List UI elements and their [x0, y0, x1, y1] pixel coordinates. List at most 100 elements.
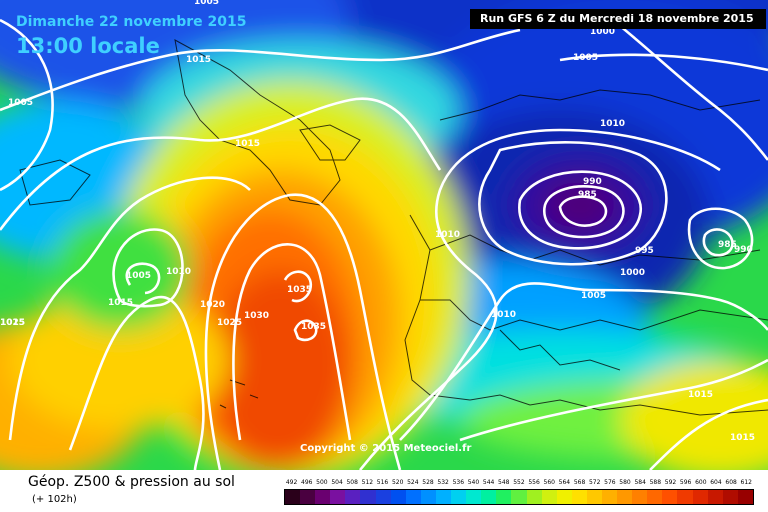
isobar-label: 1015 [108, 298, 133, 308]
legend-bar [284, 489, 754, 505]
legend-value: 528 [422, 479, 434, 486]
legend-swatch [435, 490, 452, 504]
legend-value: 584 [634, 479, 646, 486]
legend-swatch [511, 490, 527, 504]
isobar-label: 1010 [166, 267, 191, 277]
legend-value: 548 [498, 479, 510, 486]
isobar-label: 1010 [600, 119, 625, 129]
legend-value: 520 [391, 479, 404, 486]
legend-swatch [692, 490, 708, 504]
legend-swatch [677, 490, 693, 504]
legend-value: 540 [467, 479, 480, 486]
isobar-label: 1025 [217, 318, 242, 328]
isobar-label: 1000 [590, 27, 615, 37]
isobar-label: 1005 [573, 53, 598, 63]
isobar-label: 1005 [126, 271, 151, 281]
isobar-label: 1025 [0, 318, 25, 328]
isobar-label: 1035 [287, 285, 312, 295]
legend-value: 508 [346, 479, 358, 486]
legend-swatch [586, 490, 602, 504]
legend-swatch [662, 490, 678, 504]
legend-swatch [375, 490, 391, 504]
legend-value: 580 [619, 479, 631, 486]
legend-swatch [330, 490, 346, 504]
legend-value: 532 [437, 479, 449, 486]
map-title: Géop. Z500 & pression au sol [28, 474, 235, 490]
isobar-label: 1000 [620, 268, 645, 278]
color-legend: 492 496 500 504 508 512 516 520 524 528 532 536 540 5… [284, 478, 754, 508]
legend-swatch [526, 490, 542, 504]
legend-swatch [405, 490, 421, 504]
legend-value: 592 [664, 479, 677, 486]
isobar-label: 985 [578, 190, 597, 200]
legend-swatch [315, 490, 331, 504]
isobar-label: 1010 [435, 230, 460, 240]
legend-value: 596 [679, 479, 692, 486]
legend-value: 496 [301, 479, 313, 486]
isobar-label: 1020 [200, 300, 225, 310]
legend-swatch [420, 490, 436, 504]
legend-value: 536 [452, 479, 465, 486]
legend-swatch [647, 490, 663, 504]
legend-swatch [300, 490, 316, 504]
isobar-label: 1015 [235, 139, 260, 149]
legend-labels: 492 496 500 504 508 512 516 520 524 528 532 536 540 5… [284, 478, 754, 488]
legend-value: 544 [482, 479, 495, 486]
legend-swatch [285, 490, 301, 504]
legend-swatch [541, 490, 557, 504]
isobar-label: 1015 [186, 55, 211, 65]
isobar-label: 1015 [688, 390, 713, 400]
copyright-text: Copyright © 2015 Meteociel.fr [300, 443, 472, 454]
legend-swatch [360, 490, 376, 504]
legend-value: 512 [361, 479, 374, 486]
forecast-step: (+ 102h) [32, 494, 77, 505]
legend-value: 572 [588, 479, 601, 486]
legend-swatch [556, 490, 572, 504]
legend-value: 524 [407, 479, 419, 486]
legend-value: 612 [740, 479, 752, 486]
legend-swatch [451, 490, 467, 504]
isobar-label: 1005 [194, 0, 219, 7]
legend-swatch [571, 490, 587, 504]
isobar-label: 1010 [491, 310, 516, 320]
isobar-label: 985 [718, 240, 737, 250]
legend-value: 608 [725, 479, 737, 486]
legend-swatch [390, 490, 406, 504]
legend-swatch [345, 490, 361, 504]
isobar-label: 990 [583, 177, 602, 187]
legend-value: 556 [528, 479, 540, 486]
legend-swatch [496, 490, 512, 504]
isobar-label: 1005 [581, 291, 606, 301]
isobar-label: 990 [734, 245, 753, 255]
isobar-label: 1030 [244, 311, 269, 321]
legend-swatch [737, 490, 753, 504]
legend-swatch [617, 490, 633, 504]
legend-value: 568 [573, 479, 586, 486]
coastlines [19, 39, 768, 416]
legend-value: 564 [558, 479, 571, 486]
isobar-label: 995 [635, 246, 654, 256]
forecast-time: 13:00 locale [16, 34, 160, 58]
legend-swatch [707, 490, 723, 504]
weather-map: 1005 1015 1005 1015 1000 1005 1010 1015 … [0, 0, 768, 470]
legend-value: 604 [710, 479, 722, 486]
legend-value: 600 [695, 479, 707, 486]
legend-value: 576 [604, 479, 616, 486]
isobar-labels: 1005 1015 1005 1015 1000 1005 1010 1015 … [0, 0, 755, 443]
legend-swatch [481, 490, 497, 504]
legend-swatch [466, 490, 482, 504]
isobar-label: 1035 [301, 322, 326, 332]
run-info: Run GFS 6 Z du Mercredi 18 novembre 2015 [470, 9, 766, 29]
legend-value: 560 [543, 479, 555, 486]
isobar-label: 1015 [0, 318, 25, 328]
isobar-label: 1005 [8, 98, 33, 108]
forecast-date: Dimanche 22 novembre 2015 [16, 14, 247, 30]
legend-value: 504 [331, 479, 343, 486]
legend-value: 516 [376, 479, 389, 486]
legend-swatch [632, 490, 648, 504]
legend-swatch [601, 490, 618, 504]
legend-value: 500 [316, 479, 328, 486]
geopotential-field [0, 0, 768, 470]
legend-value: 588 [649, 479, 662, 486]
isobar-label: 1015 [730, 433, 755, 443]
